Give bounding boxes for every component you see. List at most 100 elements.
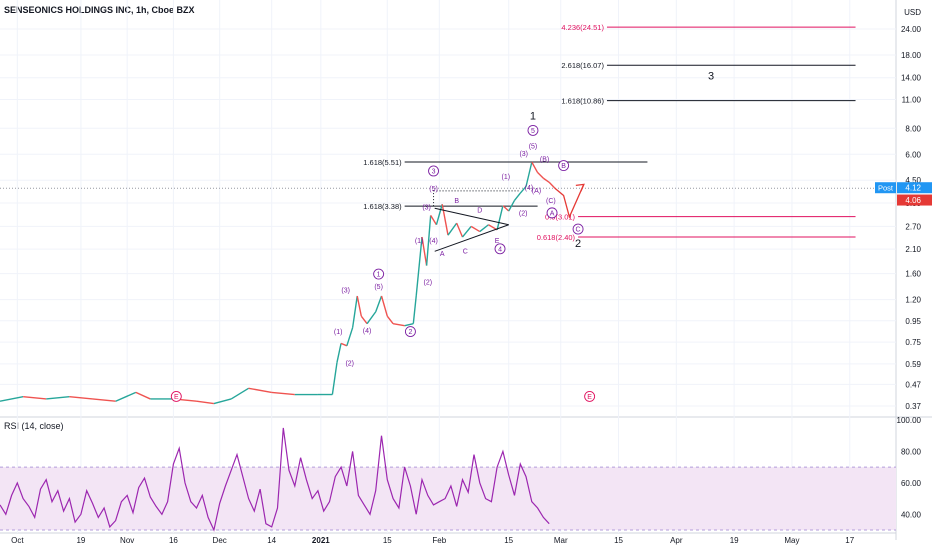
wave-label: (4) [363, 328, 372, 335]
price-segment [421, 236, 428, 266]
price-segment [461, 225, 472, 238]
rsi-pane [0, 427, 896, 532]
wave-label: C [463, 249, 468, 256]
projection-path [554, 184, 585, 219]
projection-arrowhead [575, 183, 585, 192]
price-segment [415, 236, 423, 297]
wave-label: 5 [531, 128, 535, 135]
price-segment [375, 295, 383, 312]
post-badge-label: Post [878, 184, 894, 193]
price-segment [479, 224, 489, 233]
price-segment [496, 205, 504, 230]
price-segment [456, 222, 464, 238]
wave-circle [494, 243, 506, 255]
wave-label: 2 [408, 329, 412, 336]
time-tick-label: May [784, 536, 799, 545]
price-tick-label: 14.00 [901, 74, 922, 83]
wave-circle [428, 165, 439, 177]
price-segment [412, 295, 417, 324]
price-segment [386, 315, 394, 325]
wave-label: (1) [334, 329, 343, 336]
price-segment [135, 391, 151, 400]
wave-label: (2) [345, 360, 354, 367]
wave-label: (1) [415, 238, 424, 245]
fibonacci-levels: 4.236(24.51) 2.618(16.07) 1.618(10.86) 1.61… [363, 23, 856, 242]
price-tick-label: 0.95 [905, 317, 921, 326]
price-segment [331, 362, 338, 395]
price-segment [92, 398, 116, 402]
price-tick-label: 1.60 [905, 270, 921, 279]
price-segment [502, 205, 510, 212]
fib-level-label: 4.236(24.51) [561, 23, 604, 32]
triangle-lower-line [434, 224, 509, 252]
price-segment [356, 295, 362, 317]
wave-label: (2) [423, 279, 432, 286]
price-segment [115, 391, 137, 402]
price-tick-label: 11.00 [902, 95, 922, 104]
price-segment [213, 398, 232, 405]
time-tick-label: 19 [76, 536, 85, 545]
price-segment [531, 161, 539, 173]
wave-label: C [576, 227, 581, 234]
price-segment [230, 387, 249, 400]
wave-label: (2) [519, 210, 528, 217]
price-segment [508, 200, 516, 212]
chart-title: SENSEONICS HOLDINGS INC, 1h, Cboe BZX [4, 5, 195, 15]
wave-label: (1) [502, 174, 511, 181]
price-tick-label: 0.59 [905, 360, 921, 369]
wave-circle [572, 223, 584, 235]
time-tick-label: Dec [213, 536, 227, 545]
wave-label: (5) [529, 143, 538, 150]
rsi-tick-label: 40.00 [901, 510, 922, 519]
rsi-band [0, 467, 896, 530]
wave-label: (3) [422, 205, 431, 212]
price-tick-label: 2.10 [905, 245, 921, 254]
rsi-tick-label: 80.00 [901, 447, 922, 456]
currency-label: USD [904, 8, 921, 17]
price-tick-label: 2.70 [905, 222, 921, 231]
wave-labels: (1)(2)(3)(4)(5)12(1)(2)(3)(4)(5)3ABCDE4(… [170, 71, 714, 402]
fib-level-label: 1.618(10.86) [561, 97, 604, 106]
price-segment [519, 186, 527, 194]
wave-label: E [495, 238, 500, 245]
wave-label: (A) [532, 188, 541, 195]
price-tick-label: 1.20 [905, 296, 921, 305]
time-tick-label: 16 [169, 536, 178, 545]
price-segment [46, 396, 70, 400]
post-badge [875, 182, 896, 194]
wave-label: (5) [429, 186, 438, 193]
price-segment [360, 315, 368, 325]
wave-label: (5) [374, 284, 383, 291]
wave-circle [404, 326, 416, 338]
price-segment [346, 327, 354, 347]
time-tick-label: 19 [730, 536, 739, 545]
price-segment [271, 391, 295, 396]
price-segment [525, 161, 533, 187]
price-segment [0, 396, 24, 402]
triangle-upper-line [434, 207, 509, 226]
rsi-tick-label: 100.00 [897, 416, 922, 425]
price-segment [69, 396, 93, 400]
post-price-badge [897, 182, 932, 194]
wave-label: E [174, 394, 179, 401]
price-segment [248, 387, 272, 394]
price-segment [435, 204, 443, 225]
price-segment [196, 400, 214, 405]
price-tick-label: 24.00 [901, 25, 922, 34]
price-tick-label: 8.00 [905, 124, 921, 133]
price-segment [404, 322, 414, 327]
wave-circle [373, 268, 385, 280]
time-tick-label: 15 [504, 536, 513, 545]
time-tick-label: Oct [11, 536, 24, 545]
major-wave-label: 1 [530, 111, 536, 123]
price-segment [425, 215, 432, 266]
price-tick-label: 0.37 [905, 402, 921, 411]
fib-level-label: 0.5(3.01) [545, 213, 576, 222]
wave-label: (3) [341, 287, 350, 294]
fib-level-label: 1.618(3.38) [363, 202, 402, 211]
wave-label: (4) [429, 238, 438, 245]
wave-label: E [587, 394, 592, 401]
wave-label: (4) [525, 185, 534, 192]
